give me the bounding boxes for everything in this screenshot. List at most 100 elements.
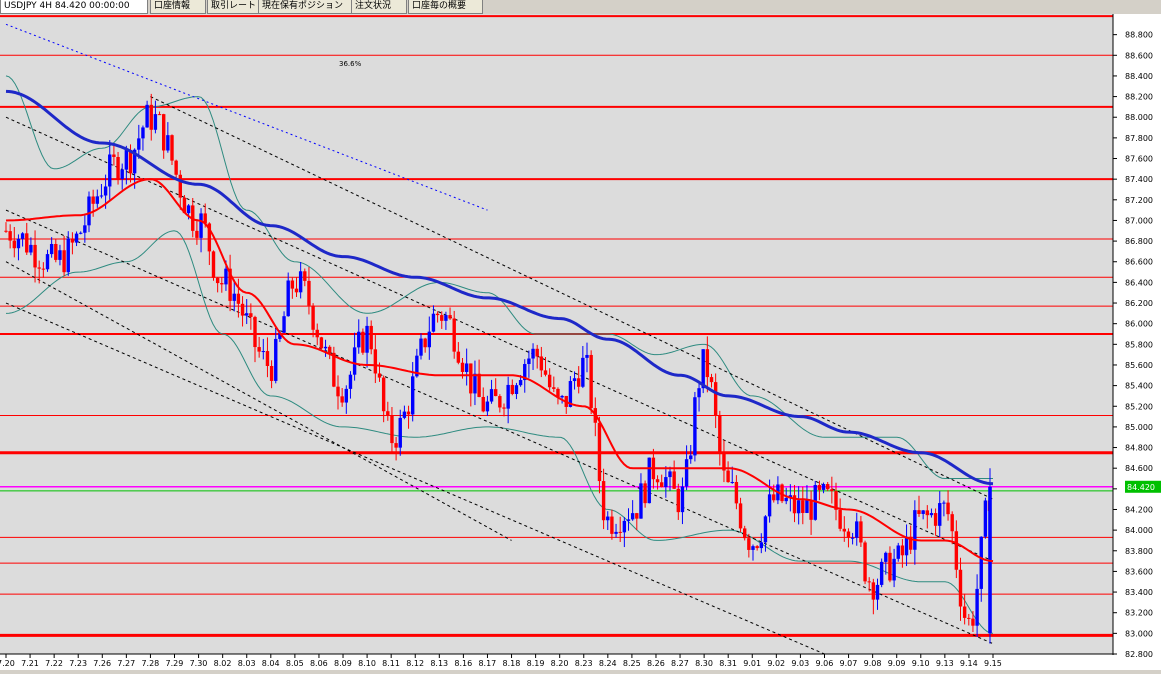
candle-body bbox=[435, 313, 440, 316]
candle-body bbox=[440, 315, 444, 321]
candle-body bbox=[473, 373, 477, 394]
candle-body bbox=[311, 305, 315, 330]
candle-body bbox=[74, 233, 79, 243]
candle-body bbox=[415, 355, 419, 377]
x-tick-label: 8.23 bbox=[575, 659, 593, 668]
candle-body bbox=[199, 213, 203, 238]
candle-body bbox=[323, 346, 328, 349]
candle-body bbox=[265, 351, 270, 367]
candle-body bbox=[448, 315, 452, 319]
x-tick-label: 8.05 bbox=[286, 659, 304, 668]
x-tick-label: 9.01 bbox=[743, 659, 761, 668]
candle-body bbox=[801, 500, 805, 513]
candle-body bbox=[4, 230, 8, 232]
candle-body bbox=[108, 154, 112, 187]
candle-body bbox=[672, 471, 676, 489]
price-chart[interactable]: 88.800 88.600 88.400 88.200 88.000 87.800 87.6… bbox=[0, 14, 1161, 670]
candle-body bbox=[8, 231, 12, 241]
candle-body bbox=[344, 388, 348, 403]
candle-body bbox=[357, 331, 361, 348]
candle-body bbox=[361, 331, 365, 353]
x-tick-label: 9.08 bbox=[864, 659, 882, 668]
candle-body bbox=[680, 486, 685, 513]
tab-usdjpy-4h[interactable]: USDJPY 4H 84.420 00:00:00 bbox=[0, 0, 148, 14]
candle-body bbox=[660, 482, 664, 488]
x-tick-label: 7.23 bbox=[69, 659, 87, 668]
candle-body bbox=[718, 415, 722, 454]
candle-body bbox=[103, 186, 108, 196]
candle-body bbox=[54, 243, 58, 260]
candle-body bbox=[145, 104, 149, 128]
tab-open-positions[interactable]: 現在保有ポジション bbox=[258, 0, 352, 14]
tab-account-summary[interactable]: 口座毎の概要 bbox=[408, 0, 483, 14]
candle-body bbox=[456, 351, 461, 363]
x-tick-label: 9.14 bbox=[960, 659, 978, 668]
candle-body bbox=[693, 397, 697, 456]
candle-body bbox=[601, 481, 606, 521]
candle-body bbox=[369, 325, 373, 350]
candle-body bbox=[269, 366, 274, 381]
x-tick-label: 7.22 bbox=[45, 659, 63, 668]
candle-body bbox=[452, 318, 456, 352]
candle-body bbox=[79, 232, 83, 234]
candle-body bbox=[950, 514, 954, 532]
x-tick-label: 8.18 bbox=[503, 659, 521, 668]
candle-body bbox=[772, 494, 776, 501]
x-tick-label: 8.06 bbox=[310, 659, 328, 668]
x-tick-label: 8.10 bbox=[358, 659, 376, 668]
candle-body bbox=[855, 521, 859, 538]
x-tick-label: 8.04 bbox=[262, 659, 280, 668]
candle-body bbox=[759, 542, 763, 549]
candle-body bbox=[689, 455, 693, 460]
current-price-label: 84.420 bbox=[1127, 483, 1155, 492]
candle-body bbox=[971, 618, 975, 626]
candle-body bbox=[348, 374, 353, 389]
candle-body bbox=[879, 561, 884, 585]
candle-body bbox=[502, 407, 506, 409]
candle-body bbox=[224, 268, 228, 285]
x-tick-label: 7.30 bbox=[190, 659, 208, 668]
candle-body bbox=[485, 401, 490, 412]
candle-body bbox=[967, 617, 971, 619]
candle-body bbox=[294, 288, 299, 293]
candle-body bbox=[157, 114, 162, 116]
x-tick-label: 7.29 bbox=[166, 659, 184, 668]
candle-body bbox=[99, 195, 104, 197]
candle-body bbox=[701, 349, 705, 389]
trend-line bbox=[5, 302, 825, 655]
candle-body bbox=[626, 519, 631, 521]
candle-body bbox=[954, 531, 959, 570]
candle-body bbox=[386, 411, 390, 416]
candle-body bbox=[552, 387, 556, 389]
y-tick-label: 87.600 bbox=[1125, 155, 1153, 164]
chart-window[interactable]: 88.800 88.600 88.400 88.200 88.000 87.800 87.6… bbox=[0, 14, 1161, 670]
tab-account-info[interactable]: 口座情報 bbox=[150, 0, 206, 14]
long-moving-average bbox=[5, 89, 994, 486]
candle-body bbox=[128, 149, 133, 174]
y-tick-label: 84.200 bbox=[1125, 505, 1153, 514]
y-tick-label: 84.000 bbox=[1125, 526, 1153, 535]
y-tick-label: 88.200 bbox=[1125, 93, 1153, 102]
candle-body bbox=[888, 552, 892, 581]
candle-body bbox=[543, 370, 548, 375]
candle-body bbox=[510, 384, 514, 395]
candle-body bbox=[25, 233, 29, 253]
y-tick-label: 84.800 bbox=[1125, 444, 1153, 453]
candle-body bbox=[846, 531, 851, 538]
x-tick-label: 8.12 bbox=[406, 659, 424, 668]
y-tick-label: 84.600 bbox=[1125, 464, 1153, 473]
candle-body bbox=[390, 415, 394, 444]
candle-body bbox=[738, 503, 743, 529]
y-tick-label: 86.800 bbox=[1125, 237, 1153, 246]
candle-body bbox=[921, 510, 925, 514]
candle-body bbox=[792, 495, 797, 514]
tab-trade-rates[interactable]: 取引レート bbox=[207, 0, 263, 14]
x-tick-label: 7.20 bbox=[0, 659, 15, 668]
candle-body bbox=[867, 581, 871, 583]
tab-order-status[interactable]: 注文状況 bbox=[351, 0, 407, 14]
candle-body bbox=[419, 338, 423, 356]
candle-body bbox=[41, 268, 46, 270]
candle-body bbox=[257, 347, 261, 352]
candle-body bbox=[917, 510, 921, 514]
candle-body bbox=[91, 196, 95, 204]
